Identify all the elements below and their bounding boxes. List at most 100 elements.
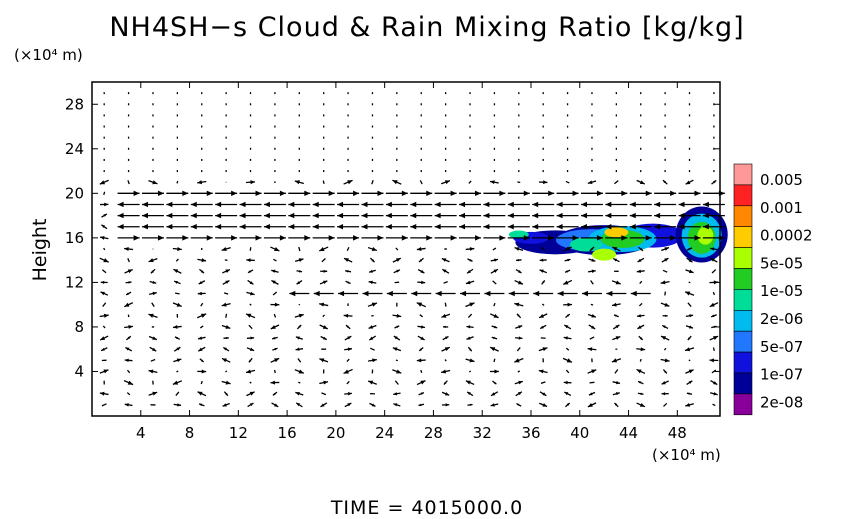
wind-vector-head bbox=[347, 403, 352, 407]
wind-vector-head bbox=[239, 212, 246, 219]
wind-vector-head bbox=[444, 336, 449, 340]
wind-vector-head bbox=[654, 224, 661, 230]
wind-vector-head bbox=[295, 391, 300, 396]
wind-vector-head bbox=[312, 212, 319, 219]
wind-vector-head bbox=[419, 348, 423, 351]
wind-vector-head bbox=[539, 258, 544, 262]
wind-vector-head bbox=[580, 212, 587, 219]
wind-vector-head bbox=[343, 369, 349, 374]
wind-vector-head bbox=[173, 269, 179, 274]
wind-vector-head bbox=[639, 180, 645, 185]
wind-vector-head bbox=[103, 213, 107, 217]
wind-vector-head bbox=[255, 190, 262, 197]
wind-vector-head bbox=[494, 369, 499, 374]
wind-vector-head bbox=[532, 201, 539, 208]
wind-vector-head bbox=[272, 336, 276, 340]
wind-vector bbox=[394, 380, 399, 385]
wind-vector-head bbox=[694, 190, 701, 197]
wind-vector-head bbox=[678, 201, 685, 208]
wind-vector-head bbox=[247, 270, 252, 273]
wind-vector bbox=[200, 302, 204, 307]
wind-vector-head bbox=[517, 391, 522, 396]
cloud-fill-layer bbox=[508, 206, 728, 263]
wind-vector bbox=[175, 258, 179, 262]
y-tick-label: 12 bbox=[65, 273, 84, 291]
wind-vector-head bbox=[206, 235, 213, 241]
wind-vector-head bbox=[337, 201, 344, 208]
wind-vector-head bbox=[124, 403, 129, 407]
wind-vector-head bbox=[441, 313, 447, 318]
wind-vector-head bbox=[148, 369, 154, 374]
cloud-patch bbox=[697, 226, 714, 245]
wind-vector bbox=[419, 180, 423, 185]
wind-vector-head bbox=[369, 336, 374, 341]
wind-vector bbox=[662, 269, 668, 273]
wind-vector-head bbox=[587, 403, 593, 407]
wind-vector-head bbox=[368, 380, 374, 385]
wind-vector-head bbox=[385, 201, 392, 208]
wind-vector-head bbox=[298, 258, 304, 263]
wind-vector-head bbox=[591, 325, 596, 329]
wind-vector-head bbox=[469, 403, 473, 407]
wind-vector-head bbox=[263, 212, 270, 219]
wind-vector-head bbox=[128, 324, 133, 329]
colorbar-label: 0.001 bbox=[760, 199, 803, 217]
colorbar-segment bbox=[733, 163, 753, 186]
wind-vector bbox=[712, 403, 716, 407]
wind-vector bbox=[298, 303, 301, 306]
wind-vector-head bbox=[313, 290, 320, 297]
wind-vector-head bbox=[117, 212, 124, 219]
wind-vector-head bbox=[347, 392, 352, 396]
wind-vector-head bbox=[483, 201, 490, 208]
wind-vector-head bbox=[636, 314, 641, 318]
wind-vector-head bbox=[572, 235, 579, 241]
wind-vector-head bbox=[124, 246, 129, 252]
wind-vector-head bbox=[420, 325, 425, 329]
colorbar-label: 2e-06 bbox=[760, 310, 803, 328]
wind-vector-head bbox=[475, 235, 482, 241]
wind-vector-head bbox=[591, 369, 597, 374]
wind-vector-head bbox=[222, 403, 227, 407]
wind-vector bbox=[590, 303, 594, 306]
wind-vector-head bbox=[100, 336, 106, 341]
wind-vector bbox=[638, 302, 643, 307]
wind-vector-head bbox=[713, 381, 718, 385]
wind-vector-head bbox=[371, 302, 377, 307]
wind-vector bbox=[126, 369, 131, 374]
wind-vector-head bbox=[274, 348, 278, 351]
wind-vector-head bbox=[416, 247, 422, 251]
wind-vector-head bbox=[685, 180, 691, 185]
wind-vector-head bbox=[557, 290, 564, 297]
wind-vector-head bbox=[418, 259, 423, 262]
wind-vector bbox=[639, 280, 643, 285]
wind-vector-head bbox=[661, 380, 666, 385]
wind-vector-head bbox=[133, 190, 140, 197]
wind-vector-head bbox=[483, 224, 490, 230]
wind-vector-head bbox=[564, 392, 569, 396]
wind-vector-head bbox=[661, 392, 666, 396]
wind-vector bbox=[540, 246, 546, 252]
wind-vector-head bbox=[274, 246, 280, 252]
wind-vector-head bbox=[103, 369, 109, 374]
wind-vector-head bbox=[469, 247, 475, 251]
wind-vector-head bbox=[174, 280, 178, 284]
wind-vector-head bbox=[152, 347, 157, 352]
wind-vector-head bbox=[615, 280, 621, 285]
wind-vector-head bbox=[294, 180, 300, 185]
wind-vector-head bbox=[347, 347, 352, 351]
wind-vector-head bbox=[270, 380, 275, 385]
wind-vector-head bbox=[664, 358, 670, 363]
wind-vector-head bbox=[539, 313, 545, 318]
wind-vector-head bbox=[410, 201, 417, 208]
colorbar-segment bbox=[733, 289, 753, 311]
wind-vector-head bbox=[518, 270, 522, 274]
colorbar-segment bbox=[733, 268, 753, 290]
wind-vector-head bbox=[442, 269, 447, 273]
wind-vector-head bbox=[517, 280, 523, 285]
wind-vector-head bbox=[127, 380, 134, 385]
wind-vector-head bbox=[174, 336, 178, 340]
wind-vector-head bbox=[556, 224, 563, 230]
wind-vector-head bbox=[466, 336, 471, 340]
colorbar-label: 0.005 bbox=[760, 171, 803, 189]
